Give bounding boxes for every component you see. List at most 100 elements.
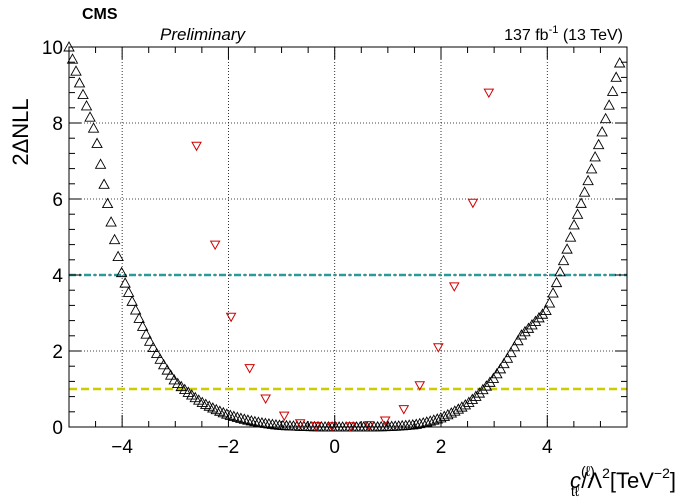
data-point-black — [557, 254, 570, 266]
data-point-black — [406, 418, 419, 430]
data-point-black — [571, 208, 584, 219]
cms-label: CMS — [82, 6, 118, 23]
x-tick-label: −4 — [111, 437, 133, 458]
y-tick-labels: 0 2 4 6 8 10 — [42, 38, 64, 439]
data-point-black — [515, 329, 528, 340]
data-point-black — [322, 421, 335, 432]
data-point-black — [101, 197, 114, 209]
data-point-black — [84, 111, 96, 122]
data-point-black — [596, 125, 608, 137]
data-point-red — [432, 343, 444, 353]
data-point-black — [512, 334, 524, 346]
data-point-black — [319, 421, 331, 432]
data-point-black — [171, 377, 184, 389]
data-point-black — [161, 364, 173, 375]
data-point-red — [225, 312, 237, 323]
data-point-black — [112, 250, 124, 262]
data-point-black — [280, 419, 293, 431]
data-point-black — [91, 137, 103, 148]
preliminary-label: Preliminary — [160, 25, 247, 44]
data-point-black — [235, 412, 247, 423]
data-point-black — [214, 405, 226, 416]
data-point-black — [140, 328, 152, 339]
data-point-black — [221, 408, 233, 419]
data-point-black — [424, 415, 437, 426]
data-point-black — [550, 276, 563, 288]
data-point-black — [606, 85, 619, 96]
data-point-black — [203, 400, 216, 411]
data-point-black — [207, 402, 219, 413]
data-point-red — [244, 364, 256, 374]
data-point-black — [326, 421, 338, 432]
data-point-black — [147, 341, 159, 353]
data-point-black — [592, 138, 605, 150]
y-tick-label: 4 — [52, 266, 63, 287]
data-point-black — [242, 414, 254, 425]
data-point-red — [483, 88, 495, 99]
lumi-label: 137 fb-1 (13 TeV) — [504, 24, 623, 44]
data-point-black — [470, 390, 482, 401]
data-point-black — [298, 420, 310, 431]
data-point-black — [491, 367, 503, 379]
data-point-black — [371, 420, 384, 432]
x-tick-label: 0 — [329, 437, 340, 458]
data-point-black — [536, 308, 549, 319]
data-point-black — [585, 163, 598, 174]
data-point-black — [77, 88, 89, 100]
data-point-black — [143, 335, 156, 346]
data-point-black — [413, 417, 426, 429]
data-point-black — [87, 122, 100, 133]
data-point-black — [136, 320, 149, 331]
data-point-black — [473, 387, 486, 398]
data-point-black — [463, 396, 475, 407]
data-point-red — [363, 421, 375, 431]
x-tick-label: 4 — [542, 437, 553, 458]
data-point-black — [554, 265, 566, 277]
series-black-triangles — [63, 41, 626, 432]
y-tick-label: 8 — [52, 114, 63, 135]
data-point-red — [398, 405, 410, 415]
data-point-black — [494, 362, 507, 374]
data-point-black — [582, 174, 594, 186]
series-red-triangles — [191, 88, 495, 432]
data-point-black — [305, 420, 317, 432]
data-point-black — [154, 353, 166, 364]
data-point-black — [578, 186, 591, 197]
data-point-black — [575, 197, 587, 208]
y-tick-label: 2 — [52, 342, 63, 363]
data-point-black — [561, 243, 573, 254]
data-point-black — [238, 413, 251, 424]
data-point-black — [277, 419, 289, 431]
data-point-black — [522, 322, 535, 333]
y-tick-label: 0 — [52, 418, 63, 439]
x-tick-labels: −4 −2 0 2 4 — [111, 437, 553, 458]
ticks — [68, 46, 628, 428]
data-point-black — [301, 420, 314, 432]
data-point-black — [498, 357, 510, 369]
x-tick-label: 2 — [436, 437, 447, 458]
data-point-red — [467, 198, 479, 209]
data-point-black — [529, 315, 542, 326]
data-point-black — [126, 295, 138, 306]
data-point-black — [603, 99, 615, 110]
data-point-black — [477, 383, 489, 395]
plot-frame — [68, 46, 628, 428]
data-point-black — [564, 231, 577, 242]
data-point-red — [209, 240, 221, 251]
data-point-black — [80, 100, 93, 111]
x-axis-label: c(ℓ) tℓ/Λ2[TeV−2] — [570, 463, 676, 499]
y-tick-label: 6 — [52, 190, 63, 211]
data-point-black — [70, 65, 82, 76]
data-point-black — [568, 219, 580, 230]
data-point-black — [217, 406, 230, 418]
data-point-black — [466, 393, 479, 404]
data-point-black — [150, 347, 163, 359]
data-point-black — [94, 158, 107, 169]
data-point-black — [263, 418, 275, 429]
data-point-black — [245, 414, 258, 426]
data-point-black — [459, 398, 472, 410]
y-axis-label: 2ΔNLL — [8, 98, 33, 165]
data-point-black — [431, 413, 444, 424]
data-point-black — [526, 319, 538, 330]
data-point-black — [105, 216, 117, 227]
